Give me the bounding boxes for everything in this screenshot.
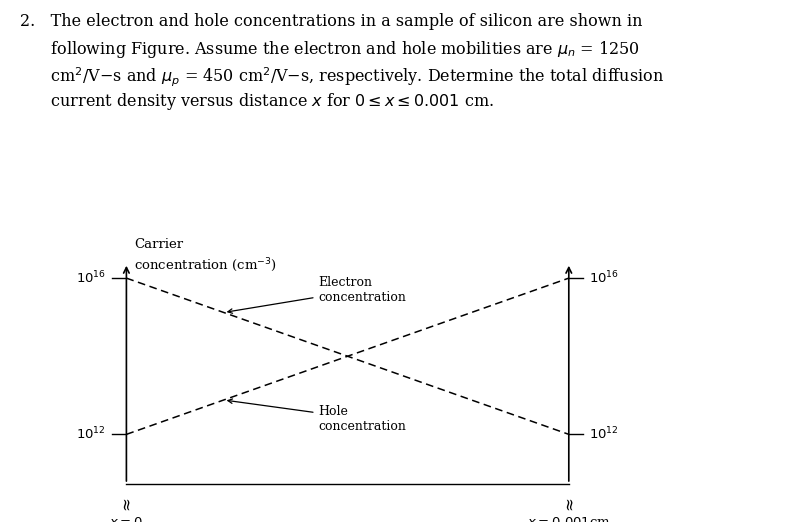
Text: Electron
concentration: Electron concentration	[228, 276, 406, 313]
Text: ≈: ≈	[118, 496, 135, 510]
Text: 2.   The electron and hole concentrations in a sample of silicon are shown in: 2. The electron and hole concentrations …	[20, 13, 642, 30]
Text: concentration (cm$^{-3}$): concentration (cm$^{-3}$)	[134, 257, 277, 275]
Text: $x = 0.001$cm: $x = 0.001$cm	[527, 516, 611, 522]
Text: cm$^2$/V$-$s and $\mu_p$ = 450 cm$^2$/V$-$s, respectively. Determine the total d: cm$^2$/V$-$s and $\mu_p$ = 450 cm$^2$/V$…	[20, 65, 664, 89]
Text: Carrier: Carrier	[134, 239, 183, 252]
Text: following Figure. Assume the electron and hole mobilities are $\mu_n$ = 1250: following Figure. Assume the electron an…	[20, 39, 640, 60]
Text: $10^{16}$: $10^{16}$	[76, 270, 106, 287]
Text: $10^{16}$: $10^{16}$	[589, 270, 619, 287]
Text: Hole
concentration: Hole concentration	[228, 399, 406, 433]
Text: $10^{12}$: $10^{12}$	[76, 426, 106, 443]
Text: $10^{12}$: $10^{12}$	[589, 426, 619, 443]
Text: $x = 0$: $x = 0$	[110, 516, 143, 522]
Text: ≈: ≈	[560, 496, 577, 510]
Text: current density versus distance $x$ for $0 \leq x \leq 0.001$ cm.: current density versus distance $x$ for …	[20, 91, 494, 112]
